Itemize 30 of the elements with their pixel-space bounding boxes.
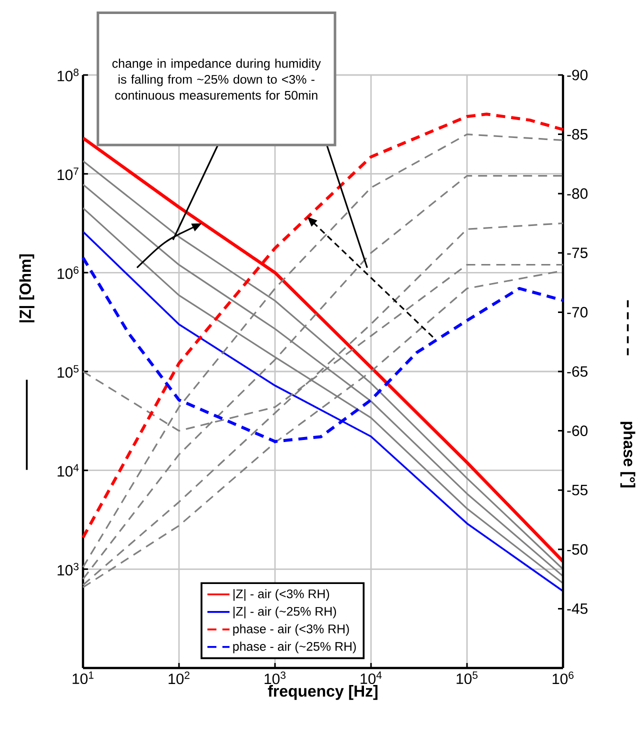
y2-tick-label: -80	[567, 188, 588, 199]
y2-tick-label: -60	[567, 426, 588, 436]
y2-tick-label: -90	[567, 70, 588, 80]
y2-tick-label: -70	[567, 306, 588, 318]
x-tick-label: 10$^{1}$	[72, 672, 94, 684]
legend-label: |Z| - air (~25% RH)	[234, 606, 336, 618]
y-tick-label: 10$^{8}$	[58, 68, 79, 82]
y-tick-label: 10$^{7}$	[58, 168, 79, 180]
x-tick-label: 10$^{6}$	[552, 672, 574, 684]
y2-tick-label: -45	[567, 603, 588, 614]
x-tick-label: 10$^{5}$	[456, 672, 478, 684]
y2-tick-label: -65	[567, 366, 588, 377]
y2-tick-label: -50	[567, 544, 588, 555]
y-tick-label: 10$^{4}$	[58, 464, 79, 477]
y2-axis-title: phase [°]	[620, 422, 636, 488]
y-axis-title: |Z| [Ohm]	[20, 254, 35, 322]
x-tick-label: 10$^{2}$	[168, 672, 190, 684]
annotation: change in impedance during humidity is falling from ~25% down to <3% - continuous measurements for 50min	[112, 58, 322, 100]
y2-tick-label: -85	[567, 129, 588, 140]
legend-label: phase - air (~25% RH)	[233, 642, 356, 654]
y2-tick-label: -75	[567, 248, 588, 258]
x-tick-label: 10$^{4}$	[360, 672, 382, 684]
y-tick-label: 10$^{6}$	[58, 266, 79, 279]
x-tick-label: 10$^{3}$	[264, 672, 286, 684]
legend-label: phase - air (<3% RH)	[233, 624, 350, 636]
y2-tick-label: -55	[567, 484, 588, 496]
y-tick-label: 10$^{5}$	[58, 365, 79, 378]
y-tick-label: 10$^{3}$	[58, 562, 79, 576]
legend-label: |Z| - air (<3% RH)	[234, 589, 330, 601]
x-axis-title: frequency [Hz]	[268, 685, 378, 700]
